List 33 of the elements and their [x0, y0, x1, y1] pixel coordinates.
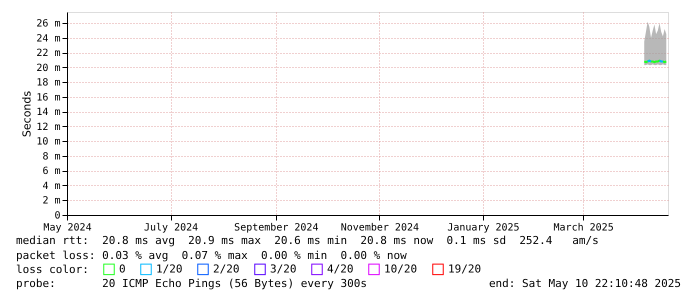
legend-label: 3/20 [270, 262, 296, 276]
y-axis-title: Seconds [20, 90, 34, 138]
x-tick-label: July 2024 [144, 222, 198, 234]
y-tick-label: 6 m [42, 166, 60, 178]
legend-label: 0 [119, 262, 126, 276]
legend-label: 19/20 [448, 262, 482, 276]
y-tick-label: 24 m [36, 33, 60, 44]
x-tick-label: May 2024 [43, 222, 92, 234]
y-tick-label: 2 m [42, 196, 60, 207]
legend-title: loss color: [16, 263, 89, 276]
y-tick-label: 0 [54, 210, 60, 222]
legend-label: 2/20 [213, 262, 240, 276]
legend-label: 1/20 [156, 262, 182, 276]
y-tick-label: 10 m [36, 136, 60, 148]
x-tick-label: September 2024 [234, 222, 318, 234]
x-tick-label: March 2025 [554, 222, 614, 234]
x-tick-label: January 2025 [447, 222, 520, 234]
y-tick-label: 16 m [36, 92, 60, 104]
y-tick-label: 12 m [36, 122, 60, 133]
text: packet loss: 0.03 % avg 0.07 % max 0.00 % min 0.00 % now [16, 249, 408, 262]
legend-label: 4/20 [327, 262, 354, 276]
y-tick-label: 14 m [36, 107, 60, 118]
y-tick-label: 8 m [42, 151, 60, 162]
y-tick-label: 4 m [42, 180, 60, 192]
y-tick-label: 20 m [36, 62, 60, 74]
y-tick-label: 26 m [36, 18, 60, 30]
y-tick-label: 18 m [36, 78, 60, 89]
legend-label: 10/20 [384, 262, 418, 276]
text: end: Sat May 10 22:10:48 2025 [488, 277, 681, 290]
x-tick-label: November 2024 [340, 222, 420, 234]
text: probe: 20 ICMP Echo Pings (56 Bytes) every 300s [16, 277, 367, 290]
y-tick-label: 22 m [36, 48, 60, 60]
text: median rtt: 20.8 ms avg 20.9 ms max 20.6 ms min 20.8 ms now 0.1 ms sd 252.4 am/s [16, 234, 599, 247]
